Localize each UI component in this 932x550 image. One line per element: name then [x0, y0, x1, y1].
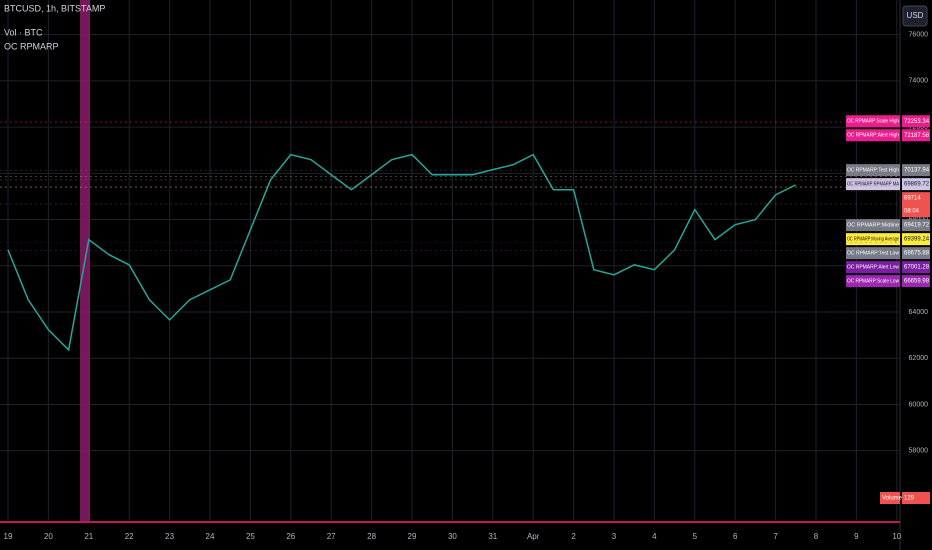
x-tick-label: 31 [488, 532, 497, 541]
x-tick-label: 6 [733, 532, 738, 541]
volume-label-name: Volume [882, 496, 903, 502]
price-label-name: OC RPMARP:Scale Low [847, 279, 899, 285]
y-tick-label: 72000 [909, 124, 929, 131]
legend-indicator: Vol · BTC [4, 27, 43, 37]
x-tick-label: 24 [206, 532, 215, 541]
price-label-name-box [846, 233, 900, 246]
x-tick-label: 4 [652, 532, 657, 541]
x-tick-label: 9 [854, 532, 859, 541]
x-tick-label: 19 [4, 532, 13, 541]
x-tick-label: 25 [246, 532, 255, 541]
x-tick-label: 20 [44, 532, 53, 541]
price-line [7, 153, 797, 352]
price-label-box [902, 233, 930, 246]
y-tick-label: 76000 [909, 32, 929, 39]
x-tick-label: 2 [571, 532, 576, 541]
price-label-name-box [846, 261, 900, 274]
volume-label-value: 129 [904, 496, 915, 502]
currency-button[interactable]: USD [902, 5, 928, 27]
price-label-box [902, 192, 930, 218]
x-tick-label: 22 [125, 532, 134, 541]
price-label-box [902, 164, 930, 177]
price-label-box [902, 261, 930, 274]
price-label-name-box [846, 219, 900, 232]
x-tick-label: 5 [693, 532, 698, 541]
y-tick-label: 62000 [909, 355, 929, 362]
price-label-value: 69399.24 [904, 237, 930, 243]
y-tick-label: 64000 [909, 309, 929, 316]
button-label[interactable]: USD [907, 11, 924, 20]
x-tick-label: 29 [408, 532, 417, 541]
price-label-value: 66659.98 [904, 279, 930, 285]
price-label-name: OC RPMARP:Test Low [847, 251, 899, 257]
price-label-name-box [846, 129, 900, 142]
x-tick-label: 23 [165, 532, 174, 541]
price-label-name: OC RPMARP:Moving Average [847, 237, 899, 243]
price-label-value: 72187.58 [904, 133, 930, 139]
price-label-name: OC RPMARP:Scale High [847, 119, 899, 125]
x-tick-label: 26 [286, 532, 295, 541]
price-label-value: 69419.72 [904, 223, 930, 229]
x-tick-label: Apr [527, 532, 540, 541]
price-label-box [902, 219, 930, 232]
price-label-value: 69869.72 [904, 182, 930, 188]
legend-symbol: BTCUSD, 1h, BITSTAMP [4, 3, 105, 13]
y-tick-label: 58000 [909, 448, 929, 455]
price-label-value: 69714 [904, 196, 921, 202]
price-label-name: OC RPMARP:RPMARP MA [847, 182, 899, 188]
price-label-box [902, 129, 930, 142]
button-box[interactable] [902, 5, 928, 27]
x-tick-label: 8 [814, 532, 819, 541]
price-label-name: OC RPMARP:Alert High [847, 133, 899, 139]
price-label-name-box [846, 164, 900, 177]
x-tick-label: 10 [892, 532, 901, 541]
x-tick-label: 28 [367, 532, 376, 541]
volume-label-box [880, 492, 900, 504]
volume-label-value-box [902, 492, 930, 504]
price-label-name-box [846, 275, 900, 288]
price-label-value: 70137.94 [904, 168, 930, 174]
legend-indicator: OC RPMARP [4, 41, 59, 51]
price-label-box [902, 275, 930, 288]
x-tick-label: 21 [84, 532, 93, 541]
price-label-value: 67001.28 [904, 265, 930, 271]
x-tick-label: 30 [448, 532, 457, 541]
price-label-sub: 08:04 [904, 209, 920, 215]
x-tick-label: 3 [612, 532, 617, 541]
price-label-box [902, 115, 930, 128]
price-label-value: 68675.88 [904, 251, 930, 257]
x-tick-label: 27 [327, 532, 336, 541]
price-label-name: OC RPMARP:Test High [847, 168, 899, 174]
price-label-value: 72253.34 [904, 119, 930, 125]
price-label-name-box [846, 115, 900, 128]
price-label-box [902, 178, 930, 191]
price-label-name: OC RPMARP:Midline [847, 223, 899, 229]
price-label-name-box [846, 247, 900, 260]
y-tick-label: 74000 [909, 78, 929, 85]
price-label-box [902, 247, 930, 260]
x-tick-label: 7 [773, 532, 778, 541]
price-label-name: OC RPMARP:Alert Low [847, 265, 899, 271]
y-tick-label: 60000 [909, 401, 929, 408]
